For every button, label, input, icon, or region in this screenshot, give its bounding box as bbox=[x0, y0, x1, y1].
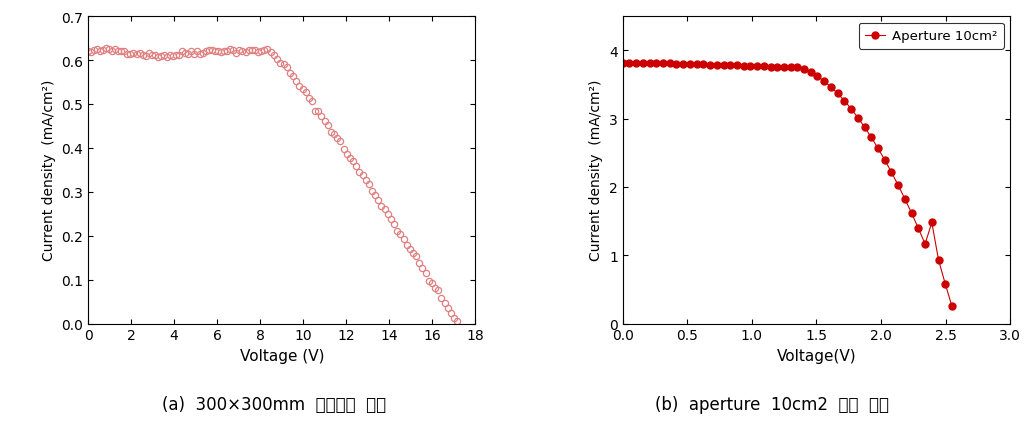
Aperture 10cm² bbox=[643, 61, 656, 66]
Aperture 10cm² bbox=[730, 64, 743, 69]
Aperture 10cm² bbox=[898, 197, 911, 202]
Aperture 10cm² bbox=[932, 258, 945, 263]
Aperture 10cm² bbox=[865, 135, 877, 141]
Aperture 10cm² bbox=[818, 80, 831, 85]
Aperture 10cm² bbox=[765, 65, 777, 70]
Aperture 10cm² bbox=[946, 304, 958, 309]
Aperture 10cm² bbox=[871, 147, 884, 152]
Aperture 10cm² bbox=[684, 62, 696, 67]
Aperture 10cm² bbox=[838, 99, 851, 104]
Aperture 10cm² bbox=[771, 65, 783, 70]
Aperture 10cm² bbox=[852, 116, 864, 121]
Aperture 10cm² bbox=[859, 125, 871, 130]
Aperture 10cm² bbox=[637, 61, 650, 66]
Aperture 10cm² bbox=[805, 71, 817, 76]
Aperture 10cm² bbox=[912, 226, 924, 231]
Aperture 10cm² bbox=[798, 68, 810, 73]
Aperture 10cm² bbox=[651, 61, 663, 66]
Aperture 10cm² bbox=[738, 64, 750, 69]
Aperture 10cm² bbox=[670, 62, 683, 67]
Aperture 10cm² bbox=[751, 64, 764, 69]
Aperture 10cm² bbox=[892, 183, 904, 188]
Y-axis label: Current density  (mA/cm²): Current density (mA/cm²) bbox=[41, 80, 56, 261]
X-axis label: Voltage(V): Voltage(V) bbox=[777, 348, 856, 363]
X-axis label: Voltage (V): Voltage (V) bbox=[239, 348, 324, 363]
Text: (b)  aperture  10cm2  기준  효율: (b) aperture 10cm2 기준 효율 bbox=[655, 395, 889, 413]
Line: Aperture 10cm²: Aperture 10cm² bbox=[620, 60, 955, 310]
Aperture 10cm² bbox=[657, 62, 669, 67]
Aperture 10cm² bbox=[677, 62, 689, 67]
Aperture 10cm² bbox=[711, 63, 723, 68]
Aperture 10cm² bbox=[792, 66, 804, 71]
Aperture 10cm² bbox=[717, 63, 729, 69]
Aperture 10cm² bbox=[939, 282, 951, 287]
Aperture 10cm² bbox=[845, 107, 858, 112]
Aperture 10cm² bbox=[757, 65, 770, 70]
Aperture 10cm² bbox=[703, 63, 716, 68]
Aperture 10cm² bbox=[811, 75, 824, 80]
Aperture 10cm² bbox=[879, 158, 891, 163]
Aperture 10cm² bbox=[690, 63, 702, 68]
Aperture 10cm² bbox=[697, 63, 710, 68]
Aperture 10cm² bbox=[885, 170, 897, 176]
Aperture 10cm² bbox=[724, 63, 737, 69]
Aperture 10cm² bbox=[744, 64, 756, 69]
Aperture 10cm² bbox=[784, 65, 797, 70]
Aperture 10cm² bbox=[919, 242, 931, 247]
Aperture 10cm² bbox=[778, 66, 790, 71]
Aperture 10cm² bbox=[663, 62, 675, 67]
Aperture 10cm² bbox=[832, 92, 844, 97]
Legend: Aperture 10cm²: Aperture 10cm² bbox=[859, 23, 1004, 50]
Aperture 10cm² bbox=[624, 61, 636, 66]
Y-axis label: Current density  (mA/cm²): Current density (mA/cm²) bbox=[589, 80, 603, 261]
Aperture 10cm² bbox=[630, 61, 642, 66]
Aperture 10cm² bbox=[616, 61, 629, 66]
Aperture 10cm² bbox=[825, 85, 837, 90]
Aperture 10cm² bbox=[905, 211, 918, 216]
Text: (a)  300×300mm  서브모듈  효율: (a) 300×300mm 서브모듈 효율 bbox=[163, 395, 386, 413]
Aperture 10cm² bbox=[925, 220, 938, 225]
